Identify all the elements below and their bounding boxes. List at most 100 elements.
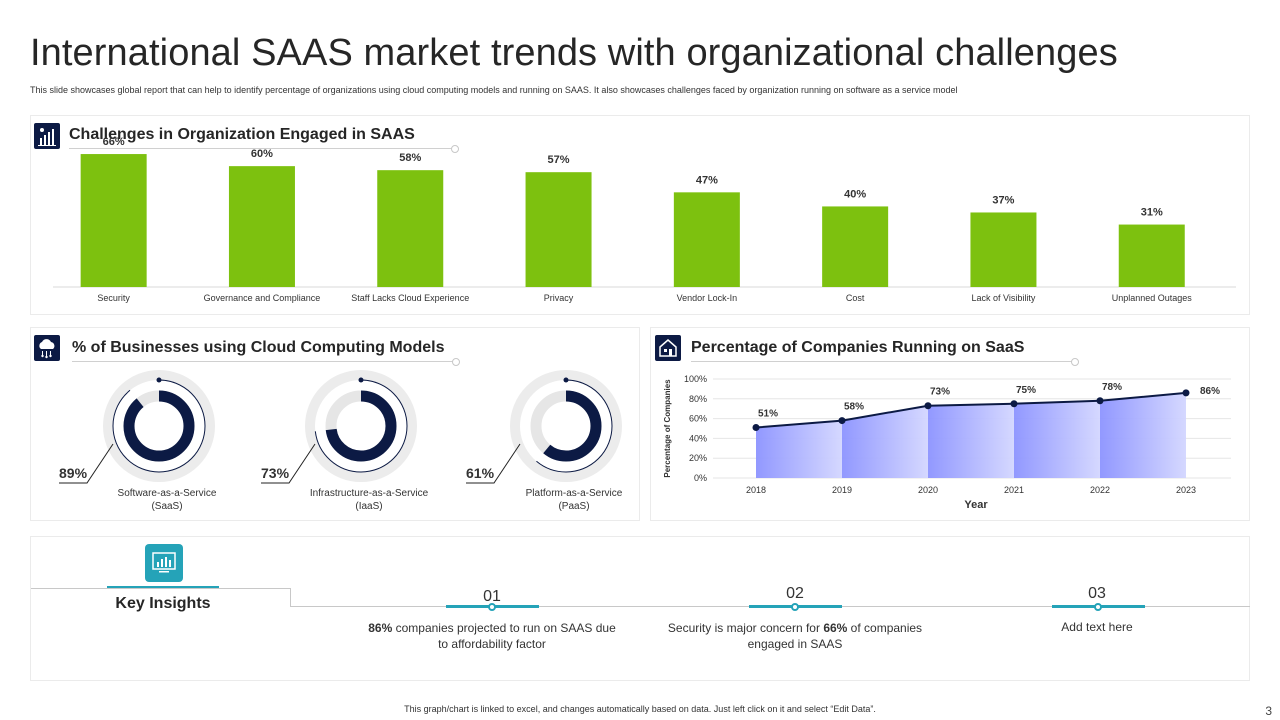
bar-category-label: Staff Lacks Cloud Experience [351, 293, 469, 303]
bar-title-rule [69, 145, 459, 153]
donut-leader-line [466, 443, 521, 484]
donut-leader-line [59, 443, 114, 484]
key-insights-rule-left [31, 588, 290, 589]
bar-chart: 66% Security 60% Governance and Compliance 5… [53, 136, 1236, 303]
line-x-tick-label: 2022 [1090, 485, 1110, 495]
donut-label-line2: (PaaS) [558, 501, 589, 512]
bar-value-label: 66% [103, 136, 125, 148]
donut-label-line1: Software-as-a-Service [118, 488, 217, 499]
building-icon [655, 335, 681, 361]
line-point [1010, 400, 1018, 408]
bar-category-label: Unplanned Outages [1112, 293, 1193, 303]
key-insights-heading: Key Insights [115, 595, 211, 612]
cloud-computing-icon [34, 335, 60, 361]
page-title: International SAAS market trends with or… [30, 32, 1118, 74]
line-value-label: 86% [1200, 386, 1220, 397]
donut-chart-title: % of Businesses using Cloud Computing Mo… [72, 339, 445, 356]
bar-category-label: Security [97, 293, 130, 303]
donut-halo [305, 370, 417, 482]
line-y-tick-label: 0% [694, 473, 707, 483]
bar-value-label: 40% [844, 188, 866, 200]
key-insights-rule-step [290, 588, 291, 607]
donut-charts: 89% Software-as-a-Service (SaaS) 73% Infrast… [59, 370, 623, 512]
bar-8 [1118, 224, 1185, 287]
line-y-tick-label: 20% [689, 453, 707, 463]
line-y-tick-label: 60% [689, 414, 707, 424]
donut-value-label: 89% [59, 465, 88, 481]
line-value-label: 73% [930, 387, 950, 398]
insight-text-3: Add text here [1061, 620, 1133, 634]
bar-value-label: 31% [1141, 207, 1163, 219]
bar-1 [80, 154, 147, 287]
donut-label-line2: (IaaS) [355, 501, 382, 512]
insight-number-2: 02 [786, 585, 804, 602]
donut-value-arc [123, 390, 195, 462]
line-point [924, 402, 932, 410]
insight-dot-3 [1094, 603, 1102, 611]
line-area-segment [928, 403, 1014, 478]
donut-chart-panel: % of Businesses using Cloud Computing Mo… [30, 327, 640, 521]
page-subtitle: This slide showcases global report that … [30, 85, 958, 95]
bar-4 [525, 172, 592, 287]
line-area-segment [1100, 392, 1186, 478]
donut-label-line1: Infrastructure-as-a-Service [310, 488, 429, 499]
line-point [1096, 397, 1104, 405]
bar-value-label: 58% [399, 152, 421, 164]
bar-category-label: Privacy [544, 293, 574, 303]
line-value-label: 78% [1102, 382, 1122, 393]
bar-value-label: 60% [251, 148, 273, 160]
line-value-label: 75% [1016, 385, 1036, 396]
line-y-tick-label: 100% [684, 374, 707, 384]
line-y-tick-label: 80% [689, 394, 707, 404]
donut-leader-line [261, 443, 316, 484]
donut-label-line2: (SaaS) [151, 501, 182, 512]
line-x-tick-label: 2020 [918, 485, 938, 495]
line-series [755, 391, 1187, 429]
insight-number-1: 01 [483, 588, 501, 605]
donut-halo [103, 370, 215, 482]
line-x-tick-label: 2018 [746, 485, 766, 495]
bar-2 [228, 166, 295, 287]
donut-start-dot [563, 377, 569, 383]
donut-value-label: 61% [466, 465, 495, 481]
page-number: 3 [1265, 704, 1272, 718]
bar-6 [822, 206, 889, 287]
bar-category-label: Lack of Visibility [972, 293, 1036, 303]
insight-dot-1 [488, 603, 496, 611]
area-chart: 0% 20% 40% 60% 80% 100% Percentage of Companie… [663, 374, 1231, 511]
line-chart-title: Percentage of Companies Running on SaaS [691, 339, 1025, 356]
footer-note: This graph/chart is linked to excel, and… [404, 704, 876, 714]
line-x-tick-label: 2021 [1004, 485, 1024, 495]
line-area-segment [842, 405, 928, 478]
monitor-chart-icon [145, 544, 183, 582]
bar-value-label: 47% [696, 174, 718, 186]
line-x-tick-label: 2023 [1176, 485, 1196, 495]
donut-start-dot [358, 377, 364, 383]
bar-7 [970, 212, 1037, 287]
line-point [838, 417, 846, 425]
bar-5 [673, 192, 740, 287]
line-x-tick-label: 2019 [832, 485, 852, 495]
insight-text-1: 86% companies projected to run on SAAS d… [368, 621, 616, 651]
key-insights-panel: Key Insights 01 86% companies projected … [30, 536, 1250, 681]
line-value-label: 58% [844, 402, 864, 413]
insight-text-2: Security is major concern for 66% of com… [667, 621, 923, 651]
line-y-axis-title: Percentage of Companies [663, 379, 672, 478]
donut-halo [510, 370, 622, 482]
bar-category-label: Cost [846, 293, 865, 303]
bar-category-label: Governance and Compliance [204, 293, 321, 303]
donut-title-rule [72, 358, 460, 366]
bar-chart-title: Challenges in Organization Engaged in SA… [69, 126, 415, 143]
donut-label-line1: Platform-as-a-Service [526, 488, 623, 499]
donut-value-label: 73% [261, 465, 290, 481]
line-point [752, 424, 760, 432]
line-point [1182, 389, 1190, 397]
bar-chart-panel: Challenges in Organization Engaged in SA… [30, 115, 1250, 315]
line-title-rule [691, 358, 1079, 366]
line-x-axis-title: Year [964, 499, 988, 511]
key-insights-accent [107, 586, 219, 589]
donut-value-arc [325, 390, 397, 462]
line-area-segment [1014, 400, 1100, 478]
bar-chart-icon [34, 123, 60, 149]
bar-category-label: Vendor Lock-In [677, 293, 738, 303]
